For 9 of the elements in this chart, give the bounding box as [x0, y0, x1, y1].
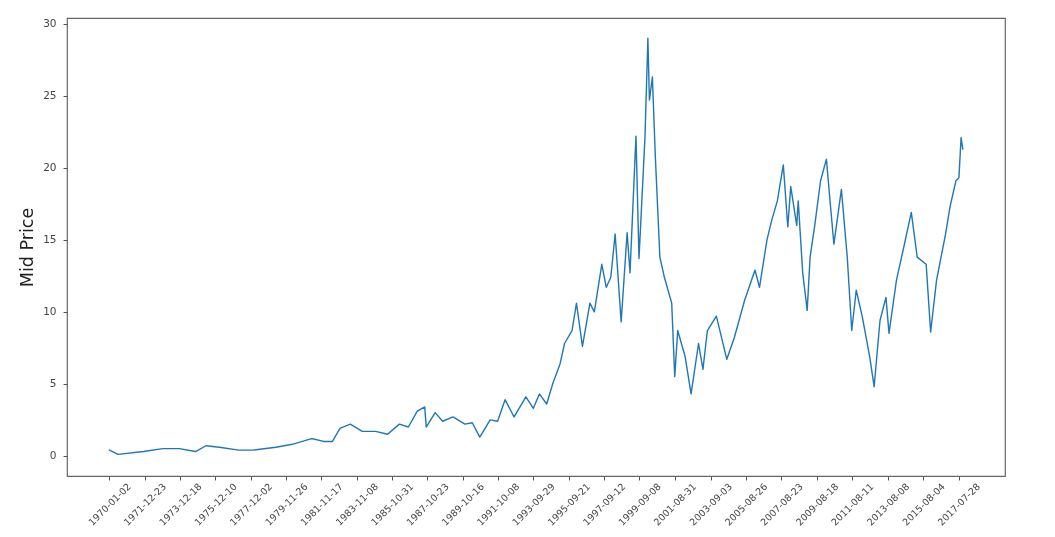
y-tick-label: 25: [43, 89, 57, 102]
y-tick-label: 15: [43, 233, 57, 246]
y-tick-label: 30: [43, 17, 57, 30]
y-axis-title: Mid Price: [17, 207, 38, 288]
y-tick-label: 5: [49, 377, 57, 390]
line-series: [108, 37, 964, 456]
y-tick-label: 20: [43, 161, 57, 174]
y-tick-label: 10: [43, 305, 57, 318]
y-tick-label: 0: [49, 449, 57, 462]
